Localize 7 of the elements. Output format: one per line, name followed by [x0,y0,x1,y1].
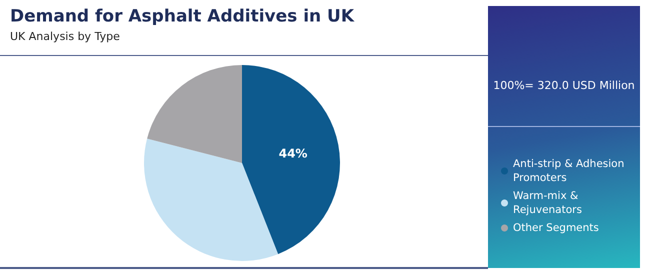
legend-label: Warm-mix & Rejuvenators [513,190,582,216]
text: UK Analysis by Type [10,30,120,43]
legend-label: Anti-strip & Adhesion Promoters [513,158,628,184]
data-label: 44% [278,146,308,160]
text: 100%= 320.0 USD Million [492,78,636,94]
legend-label: Other Segments [513,222,599,234]
chart-title: Demand for Asphalt Additives in UK [10,6,355,26]
